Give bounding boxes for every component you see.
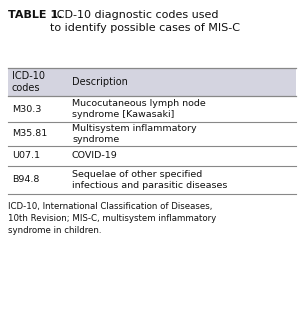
Text: COVID-19: COVID-19 bbox=[72, 152, 118, 160]
Text: Description: Description bbox=[72, 77, 128, 87]
Text: M30.3: M30.3 bbox=[12, 105, 41, 114]
Text: B94.8: B94.8 bbox=[12, 175, 40, 184]
Text: Mucocutaneous lymph node
syndrome [Kawasaki]: Mucocutaneous lymph node syndrome [Kawas… bbox=[72, 99, 206, 119]
Text: Multisystem inflammatory
syndrome: Multisystem inflammatory syndrome bbox=[72, 124, 197, 144]
Bar bbox=[8, 68, 296, 96]
Text: TABLE 1.: TABLE 1. bbox=[8, 10, 62, 20]
Text: ICD-10 diagnostic codes used
to identify possible cases of MIS-C: ICD-10 diagnostic codes used to identify… bbox=[50, 10, 240, 33]
Text: ICD-10
codes: ICD-10 codes bbox=[12, 71, 45, 93]
Text: ICD-10, International Classification of Diseases,
10th Revision; MIS-C, multisys: ICD-10, International Classification of … bbox=[8, 202, 216, 234]
Text: U07.1: U07.1 bbox=[12, 152, 40, 160]
Text: M35.81: M35.81 bbox=[12, 130, 47, 138]
Text: Sequelae of other specified
infectious and parasitic diseases: Sequelae of other specified infectious a… bbox=[72, 170, 227, 190]
